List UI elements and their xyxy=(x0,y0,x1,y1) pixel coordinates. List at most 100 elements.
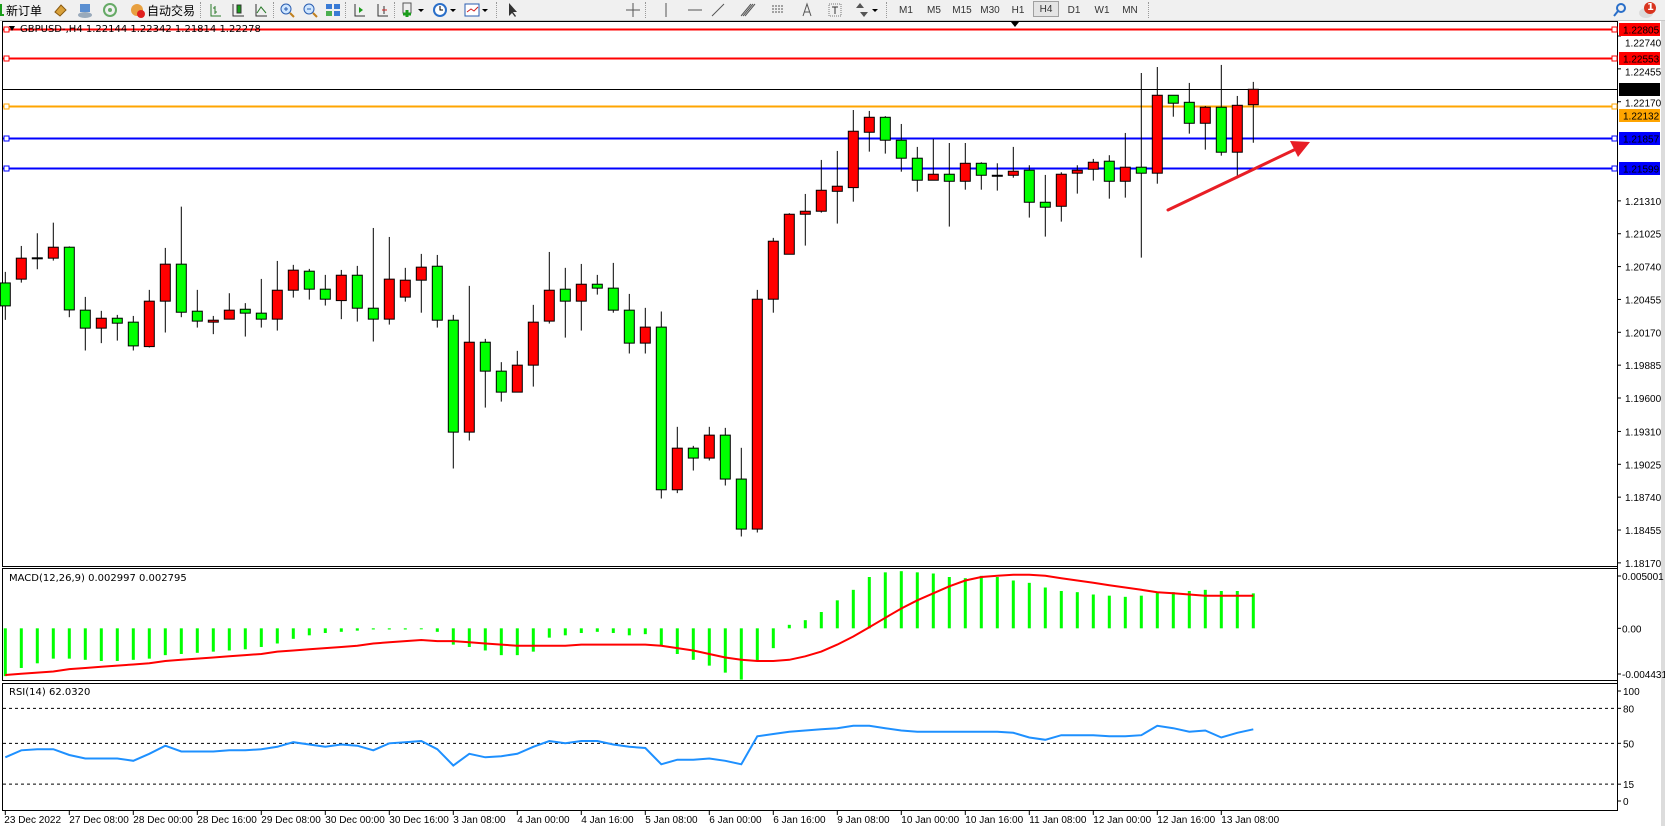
bullish-candle xyxy=(575,263,587,331)
horizontal-line-icon xyxy=(688,9,702,11)
candlestick-button[interactable] xyxy=(228,1,248,19)
candle-body xyxy=(911,157,923,181)
candlestick-series xyxy=(0,64,1259,537)
time-tick-label: 9 Jan 08:00 xyxy=(837,815,890,826)
arrows-icon xyxy=(856,3,878,17)
chart-shift-button[interactable] xyxy=(349,1,369,19)
line-anchor-right[interactable] xyxy=(1611,165,1618,172)
line-anchor-left[interactable] xyxy=(3,165,10,172)
crosshair-button[interactable] xyxy=(623,1,643,19)
zoom-in-button[interactable] xyxy=(277,1,297,19)
price-tick-label: 1.22455 xyxy=(1625,68,1662,79)
line-anchor-right[interactable] xyxy=(1611,26,1618,33)
candle-body xyxy=(511,364,523,393)
auto-trading-icon xyxy=(130,4,145,18)
macd-histogram-bar xyxy=(51,628,55,659)
timeframe-mn-button[interactable]: MN xyxy=(1122,4,1138,16)
tile-windows-button[interactable] xyxy=(323,1,343,19)
price-tick-label: 1.20170 xyxy=(1625,328,1662,339)
price-tick-label: 1.19885 xyxy=(1625,361,1662,372)
trend-arrow-line[interactable] xyxy=(1166,147,1298,212)
candle-body xyxy=(255,312,267,320)
auto-trading-button[interactable]: 自动交易 xyxy=(127,1,197,19)
history-center-button[interactable] xyxy=(75,1,95,19)
timeframe-m30-button[interactable]: M30 xyxy=(980,4,1000,16)
macd-histogram-bar xyxy=(835,600,839,629)
bullish-candle xyxy=(1247,81,1259,143)
timeframe-m5-button[interactable]: M5 xyxy=(927,4,941,16)
notifications-button[interactable]: 1 xyxy=(1636,1,1660,19)
line-anchor-left[interactable] xyxy=(3,103,10,110)
new-order-button[interactable]: 新订单 xyxy=(0,1,42,19)
chart-shift-marker-icon[interactable] xyxy=(1011,22,1019,27)
macd-histogram-bar xyxy=(339,628,343,632)
indicators-button[interactable] xyxy=(398,1,428,19)
trend-arrow-head-icon xyxy=(1290,141,1310,157)
price-tick-label: 1.18170 xyxy=(1625,559,1662,570)
macd-histogram-bar xyxy=(1107,595,1111,629)
bearish-candle xyxy=(79,296,91,351)
timeframe-m15-button[interactable]: M15 xyxy=(952,4,972,16)
text-label-button[interactable] xyxy=(825,1,845,19)
bullish-candle xyxy=(1007,146,1019,178)
periods-button[interactable] xyxy=(430,1,460,19)
line-anchor-left[interactable] xyxy=(3,26,10,33)
line-chart-button[interactable] xyxy=(251,1,271,19)
vertical-line-button[interactable] xyxy=(656,1,676,19)
signals-button[interactable] xyxy=(100,1,120,19)
fibonacci-button[interactable] xyxy=(737,1,759,19)
line-anchor-right[interactable] xyxy=(1611,55,1618,62)
candle-body xyxy=(1071,169,1083,174)
candle-body xyxy=(1007,170,1019,176)
timeframe-m1-button[interactable]: M1 xyxy=(899,4,913,16)
time-tick-label: 4 Jan 16:00 xyxy=(581,815,634,826)
macd-histogram-bar xyxy=(467,628,471,647)
candle-body xyxy=(127,321,139,347)
macd-histogram-bar xyxy=(675,628,679,654)
line-anchor-right[interactable] xyxy=(1611,103,1618,110)
macd-histogram-bar xyxy=(979,575,983,629)
timeframe-d1-button[interactable]: D1 xyxy=(1067,4,1081,16)
line-anchor-left[interactable] xyxy=(3,135,10,142)
candle-body xyxy=(719,434,731,480)
bar-chart-icon xyxy=(210,4,221,17)
time-tick-label: 12 Jan 16:00 xyxy=(1157,815,1215,826)
market-watch-button[interactable] xyxy=(50,1,70,19)
macd-histogram-bar xyxy=(1251,593,1255,629)
bullish-candle xyxy=(863,110,875,152)
price-axis-labels: 1.22805 1.22740 1.22553 1.22455 1.22278 1.221… xyxy=(1619,23,1662,570)
bullish-candle xyxy=(15,245,27,283)
line-anchor-right[interactable] xyxy=(1611,135,1618,142)
search-button[interactable] xyxy=(1610,1,1630,19)
price-tick-label: 1.21025 xyxy=(1625,230,1662,241)
rsi-line xyxy=(4,724,1254,767)
bar-chart-button[interactable] xyxy=(205,1,225,19)
bearish-candle xyxy=(303,268,315,300)
autoscroll-button[interactable] xyxy=(372,1,392,19)
candle-body xyxy=(111,317,123,324)
line-anchor-left[interactable] xyxy=(3,55,10,62)
macd-histogram-bar xyxy=(627,628,631,636)
timeframe-h1-button[interactable]: H1 xyxy=(1011,4,1025,16)
trendline-button[interactable] xyxy=(708,1,728,19)
zoom-out-button[interactable] xyxy=(300,1,320,19)
chart-header: GBPUSD-,H4 1.22144 1.22342 1.21814 1.222… xyxy=(20,24,261,35)
templates-button[interactable] xyxy=(462,1,492,19)
text-button[interactable] xyxy=(797,1,817,19)
arrows-button[interactable] xyxy=(852,1,882,19)
macd-histogram-bar xyxy=(691,628,695,660)
horizontal-line-button[interactable] xyxy=(685,1,705,19)
horizontal-lines[interactable] xyxy=(3,26,1618,172)
cursor-button[interactable] xyxy=(502,1,522,19)
timeframe-w1-button[interactable]: W1 xyxy=(1094,4,1110,16)
timeframe-h4-button[interactable]: H4 xyxy=(1033,1,1059,17)
fibo-fan-button[interactable] xyxy=(768,1,790,19)
annotations[interactable] xyxy=(1011,22,1310,212)
chart-header-dropdown-icon[interactable] xyxy=(9,26,15,31)
candle-body xyxy=(623,309,635,344)
macd-histogram-bar xyxy=(1187,591,1191,629)
macd-label: MACD(12,26,9) 0.002997 0.002795 xyxy=(9,573,187,584)
candle-body xyxy=(975,162,987,176)
